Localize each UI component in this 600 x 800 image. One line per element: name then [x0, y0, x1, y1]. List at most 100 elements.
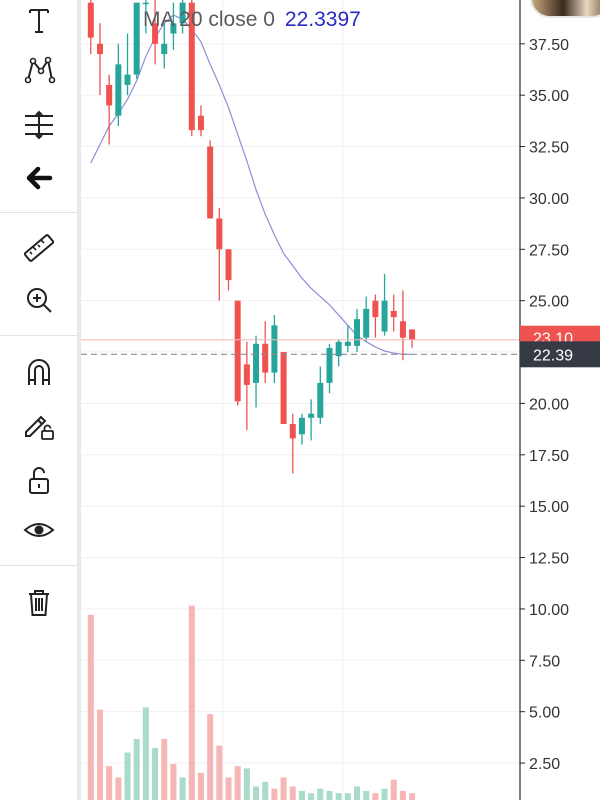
candle-body	[354, 319, 361, 346]
candle-body	[87, 2, 94, 38]
candle-body	[280, 352, 287, 424]
volume-bar	[372, 793, 379, 800]
axis-tick-label: 15.00	[529, 499, 569, 516]
volume-bar	[381, 788, 388, 800]
volume-bar	[363, 790, 370, 800]
volume-bar	[271, 788, 278, 800]
candle-body	[216, 218, 223, 250]
candle-body	[308, 413, 315, 418]
candle-body	[253, 343, 260, 383]
candle-body	[399, 321, 406, 338]
volume-bar	[106, 766, 113, 800]
candle-body	[96, 43, 103, 55]
axis-tick-label: 2.50	[529, 756, 560, 773]
volume-bar	[317, 788, 324, 800]
candle-body	[106, 84, 113, 106]
delete-tool[interactable]	[13, 582, 65, 622]
candle-body	[326, 347, 333, 383]
chart-canvas[interactable]: 37.5035.0032.5030.0027.5025.0022.5020.00…	[81, 0, 600, 800]
axis-tick-label: 17.50	[529, 448, 569, 465]
volume-bar	[96, 709, 103, 800]
volume-bar	[161, 738, 168, 800]
axis-tick-label: 7.50	[529, 653, 560, 670]
price-chart[interactable]: 37.5035.0032.5030.0027.5025.0022.5020.00…	[81, 0, 600, 800]
fib-tool[interactable]	[13, 105, 65, 145]
candle-body	[179, 2, 186, 24]
volume-bar	[179, 777, 186, 800]
volume-bar	[188, 605, 195, 800]
axis-tick-label: 10.00	[529, 602, 569, 619]
visibility-tool[interactable]	[13, 510, 65, 550]
candle-body	[243, 364, 250, 385]
axis-tick-label: 27.50	[529, 242, 569, 259]
volume-bar	[335, 793, 342, 800]
candle-body	[335, 341, 342, 357]
trash-icon	[29, 590, 49, 616]
indicator-legend[interactable]: MA 20 close 0 22.3397	[143, 8, 361, 32]
volume-bar	[262, 781, 269, 800]
volume-bar	[253, 786, 260, 800]
toolbar-divider	[0, 212, 77, 213]
candle-body	[372, 300, 379, 318]
unlock-icon	[29, 467, 49, 494]
toolbar-divider	[0, 565, 77, 566]
candle-body	[152, 23, 159, 44]
candle-body	[289, 423, 296, 439]
pattern-tool[interactable]	[13, 50, 65, 90]
candle-body	[170, 23, 177, 34]
volume-bar	[234, 766, 241, 800]
candle-body	[225, 249, 232, 281]
volume-bar	[289, 786, 296, 800]
axis-tick-label: 37.50	[529, 37, 569, 54]
candle-body	[197, 115, 204, 131]
volume-bar	[124, 752, 131, 800]
legend-label: MA 20 close 0	[143, 8, 275, 31]
volume-bar	[142, 707, 149, 800]
volume-bar	[152, 748, 159, 800]
axis-tick-label: 35.00	[529, 88, 569, 105]
back-tool[interactable]	[13, 158, 65, 198]
candle-body	[142, 2, 149, 5]
text-tool[interactable]	[13, 0, 65, 40]
axis-tick-label: 12.50	[529, 551, 569, 568]
volume-bar	[298, 790, 305, 800]
volume-bar	[216, 745, 223, 800]
candle-body	[133, 2, 140, 75]
candle-body	[234, 300, 241, 402]
avatar[interactable]	[530, 0, 600, 18]
text-icon	[29, 9, 49, 33]
eye-icon	[23, 523, 55, 537]
volume-bar	[308, 793, 315, 800]
magnet-icon	[28, 359, 50, 385]
candle-body	[317, 382, 324, 418]
candle-body	[115, 64, 122, 116]
volume-bar	[354, 786, 361, 800]
candle-body	[409, 329, 416, 340]
axis-tick-label: 20.00	[529, 396, 569, 413]
axis-tick-label: 32.50	[529, 140, 569, 157]
volume-bar	[225, 777, 232, 800]
axis-tick-label: 30.00	[529, 191, 569, 208]
volume-bar	[243, 768, 250, 800]
candle-body	[262, 343, 269, 373]
candle-body	[390, 310, 397, 318]
magnet-tool[interactable]	[13, 352, 65, 392]
drawing-toolbar	[0, 0, 77, 800]
candle-body	[298, 417, 305, 435]
volume-bar	[399, 790, 406, 800]
candle-body	[207, 146, 214, 219]
ma-value-label: 22.39	[533, 347, 573, 364]
measure-tool[interactable]	[13, 228, 65, 268]
ma-value-badge	[520, 341, 600, 368]
volume-bar	[133, 738, 140, 800]
axis-tick-label: 25.00	[529, 294, 569, 311]
fibonacci-icon	[25, 110, 53, 140]
lock-drawing-tool[interactable]	[13, 405, 65, 445]
candle-body	[344, 341, 351, 346]
zoom-tool[interactable]	[13, 280, 65, 320]
volume-bar	[207, 714, 214, 800]
lock-all-tool[interactable]	[13, 460, 65, 500]
candle-body	[271, 325, 278, 373]
volume-bar	[170, 763, 177, 800]
zoom-in-icon	[27, 288, 52, 313]
